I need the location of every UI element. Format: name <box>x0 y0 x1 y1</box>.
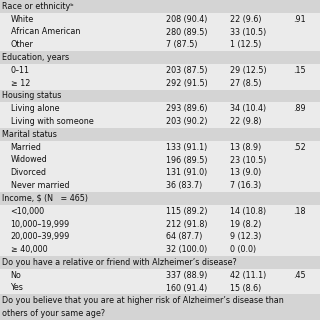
Text: 212 (91.8): 212 (91.8) <box>166 220 208 228</box>
Bar <box>0 38 320 51</box>
Text: <10,000: <10,000 <box>11 207 45 216</box>
Text: 0 (0.0): 0 (0.0) <box>230 245 257 254</box>
Text: 337 (88.9): 337 (88.9) <box>166 271 208 280</box>
Text: Married: Married <box>11 143 41 152</box>
Text: 22 (9.6): 22 (9.6) <box>230 15 262 24</box>
Text: Living alone: Living alone <box>11 104 59 113</box>
Bar <box>0 205 320 218</box>
Bar <box>0 179 320 192</box>
Text: 7 (16.3): 7 (16.3) <box>230 181 262 190</box>
Text: others of your same age?: others of your same age? <box>2 309 105 318</box>
Text: 36 (83.7): 36 (83.7) <box>166 181 203 190</box>
Text: 292 (91.5): 292 (91.5) <box>166 79 208 88</box>
Text: 34 (10.4): 34 (10.4) <box>230 104 267 113</box>
Bar <box>0 77 320 90</box>
Text: Divorced: Divorced <box>11 168 47 177</box>
Bar <box>0 243 320 256</box>
Text: 13 (8.9): 13 (8.9) <box>230 143 262 152</box>
Bar <box>0 115 320 128</box>
Text: .91: .91 <box>293 15 305 24</box>
Bar <box>0 294 320 307</box>
Text: 203 (90.2): 203 (90.2) <box>166 117 208 126</box>
Text: 13 (9.0): 13 (9.0) <box>230 168 262 177</box>
Text: 1 (12.5): 1 (12.5) <box>230 40 262 49</box>
Text: .15: .15 <box>293 66 305 75</box>
Text: Other: Other <box>11 40 33 49</box>
Text: 10,000–19,999: 10,000–19,999 <box>11 220 70 228</box>
Bar <box>0 166 320 179</box>
Text: 64 (87.7): 64 (87.7) <box>166 232 203 241</box>
Bar <box>0 90 320 102</box>
Text: 133 (91.1): 133 (91.1) <box>166 143 208 152</box>
Bar <box>0 64 320 77</box>
Text: Marital status: Marital status <box>2 130 56 139</box>
Text: Do you have a relative or friend with Alzheimer’s disease?: Do you have a relative or friend with Al… <box>2 258 236 267</box>
Text: White: White <box>11 15 34 24</box>
Text: 160 (91.4): 160 (91.4) <box>166 284 208 292</box>
Bar <box>0 256 320 269</box>
Text: 9 (12.3): 9 (12.3) <box>230 232 262 241</box>
Text: 27 (8.5): 27 (8.5) <box>230 79 262 88</box>
Bar <box>0 128 320 141</box>
Bar <box>0 26 320 38</box>
Text: 208 (90.4): 208 (90.4) <box>166 15 208 24</box>
Text: Never married: Never married <box>11 181 69 190</box>
Bar <box>0 230 320 243</box>
Text: 33 (10.5): 33 (10.5) <box>230 28 267 36</box>
Bar <box>0 141 320 154</box>
Text: .45: .45 <box>293 271 305 280</box>
Bar <box>0 282 320 294</box>
Text: .52: .52 <box>293 143 306 152</box>
Text: Do you believe that you are at higher risk of Alzheimer’s disease than: Do you believe that you are at higher ri… <box>2 296 283 305</box>
Text: 29 (12.5): 29 (12.5) <box>230 66 267 75</box>
Text: 293 (89.6): 293 (89.6) <box>166 104 208 113</box>
Text: .18: .18 <box>293 207 305 216</box>
Text: 0–11: 0–11 <box>11 66 29 75</box>
Text: Living with someone: Living with someone <box>11 117 93 126</box>
Text: ≥ 12: ≥ 12 <box>11 79 30 88</box>
Bar <box>0 218 320 230</box>
Text: 20,000–39,999: 20,000–39,999 <box>11 232 70 241</box>
Bar <box>0 269 320 282</box>
Bar <box>0 192 320 205</box>
Bar <box>0 154 320 166</box>
Text: Race or ethnicityᵇ: Race or ethnicityᵇ <box>2 2 73 11</box>
Text: 280 (89.5): 280 (89.5) <box>166 28 208 36</box>
Text: No: No <box>11 271 21 280</box>
Text: Education, years: Education, years <box>2 53 69 62</box>
Bar <box>0 102 320 115</box>
Text: Widowed: Widowed <box>11 156 47 164</box>
Bar <box>0 13 320 26</box>
Text: ≥ 40,000: ≥ 40,000 <box>11 245 47 254</box>
Text: 15 (8.6): 15 (8.6) <box>230 284 262 292</box>
Text: 14 (10.8): 14 (10.8) <box>230 207 267 216</box>
Text: 23 (10.5): 23 (10.5) <box>230 156 267 164</box>
Text: 22 (9.8): 22 (9.8) <box>230 117 262 126</box>
Text: 115 (89.2): 115 (89.2) <box>166 207 208 216</box>
Bar <box>0 0 320 13</box>
Text: 131 (91.0): 131 (91.0) <box>166 168 208 177</box>
Text: Housing status: Housing status <box>2 92 61 100</box>
Bar <box>0 307 320 320</box>
Text: .89: .89 <box>293 104 305 113</box>
Text: 7 (87.5): 7 (87.5) <box>166 40 198 49</box>
Text: 42 (11.1): 42 (11.1) <box>230 271 267 280</box>
Text: 19 (8.2): 19 (8.2) <box>230 220 262 228</box>
Text: African American: African American <box>11 28 80 36</box>
Text: 32 (100.0): 32 (100.0) <box>166 245 208 254</box>
Bar <box>0 51 320 64</box>
Text: Income, $ (N   = 465): Income, $ (N = 465) <box>2 194 88 203</box>
Text: Yes: Yes <box>11 284 23 292</box>
Text: 203 (87.5): 203 (87.5) <box>166 66 208 75</box>
Text: 196 (89.5): 196 (89.5) <box>166 156 208 164</box>
